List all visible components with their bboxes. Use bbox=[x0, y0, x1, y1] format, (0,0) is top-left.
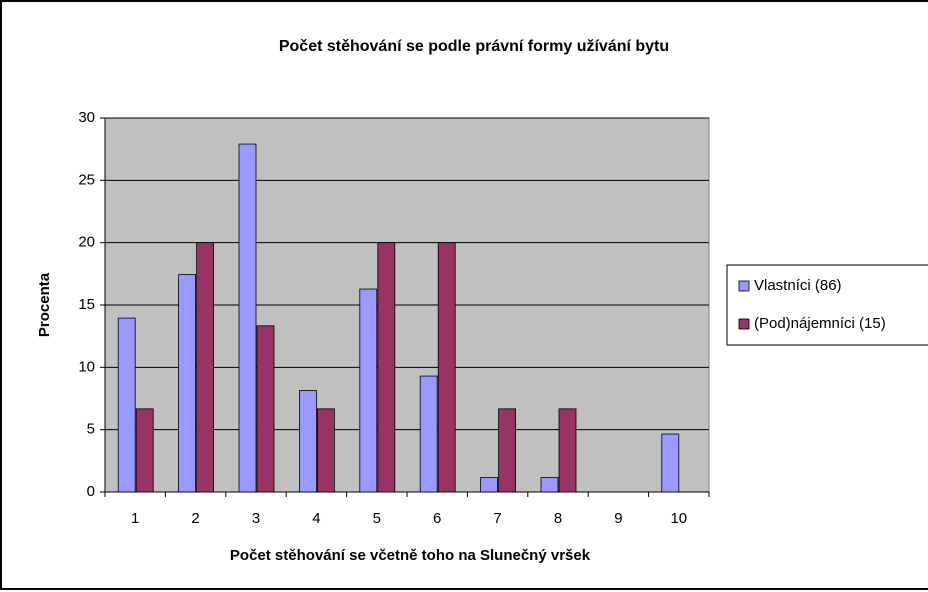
legend-label: (Pod)nájemníci (15) bbox=[754, 315, 886, 332]
y-tick-label: 20 bbox=[78, 234, 95, 251]
x-tick-label: 3 bbox=[252, 510, 260, 527]
y-tick-label: 5 bbox=[87, 421, 95, 438]
legend-swatch bbox=[738, 318, 750, 330]
bar bbox=[437, 242, 456, 493]
bar bbox=[540, 477, 559, 493]
y-tick-label: 25 bbox=[78, 171, 95, 188]
y-tick-label: 30 bbox=[78, 109, 95, 126]
bar bbox=[256, 325, 275, 493]
legend bbox=[726, 264, 928, 346]
y-tick-label: 0 bbox=[87, 483, 95, 500]
x-tick-label: 6 bbox=[433, 510, 441, 527]
chart-title: Počet stěhování se podle právní formy už… bbox=[279, 38, 669, 55]
x-tick-label: 2 bbox=[191, 510, 199, 527]
bar bbox=[135, 408, 154, 493]
x-tick-label: 7 bbox=[493, 510, 501, 527]
x-tick-label: 5 bbox=[373, 510, 381, 527]
bar bbox=[480, 477, 499, 493]
x-tick-label: 4 bbox=[312, 510, 320, 527]
bar bbox=[316, 408, 335, 493]
bar bbox=[419, 375, 438, 493]
bar bbox=[498, 408, 517, 493]
legend-swatch bbox=[738, 280, 750, 292]
x-axis-title: Počet stěhování se včetně toho na Sluneč… bbox=[230, 547, 591, 564]
y-axis-title: Procenta bbox=[36, 272, 53, 337]
bar bbox=[359, 288, 378, 493]
bar bbox=[377, 242, 396, 493]
bar bbox=[298, 390, 317, 493]
x-tick-label: 9 bbox=[614, 510, 622, 527]
legend-label: Vlastníci (86) bbox=[754, 277, 842, 294]
bar bbox=[661, 433, 680, 493]
x-tick-label: 1 bbox=[131, 510, 139, 527]
bar bbox=[117, 317, 136, 493]
bar bbox=[238, 143, 257, 493]
x-tick-label: 10 bbox=[670, 510, 687, 527]
y-tick-label: 15 bbox=[78, 296, 95, 313]
bar bbox=[196, 242, 215, 493]
x-tick-label: 8 bbox=[554, 510, 562, 527]
y-tick-label: 10 bbox=[78, 358, 95, 375]
bar bbox=[558, 408, 577, 493]
bar bbox=[178, 274, 197, 493]
